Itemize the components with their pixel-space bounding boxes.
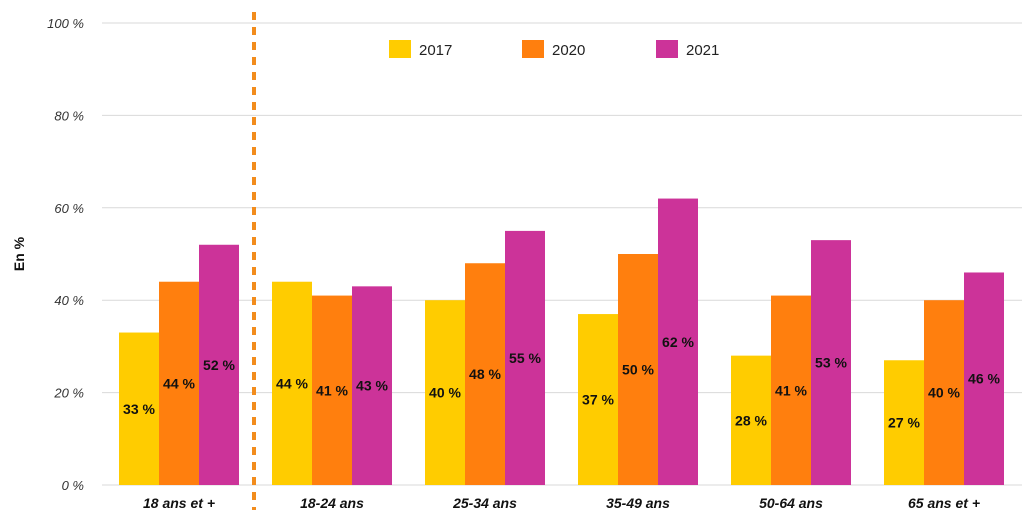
bar bbox=[425, 300, 465, 485]
legend-label: 2017 bbox=[419, 42, 452, 59]
data-labels: 33 % 44 % 52 % 44 % 41 % 43 % 40 % 48 % 55 % 37 %… bbox=[123, 334, 1000, 431]
data-label: 46 % bbox=[968, 371, 1000, 387]
data-label: 44 % bbox=[163, 375, 195, 391]
bar bbox=[119, 332, 159, 485]
data-label: 52 % bbox=[203, 357, 235, 373]
data-label: 53 % bbox=[815, 355, 847, 371]
legend-label: 2021 bbox=[686, 42, 719, 59]
data-label: 41 % bbox=[775, 382, 807, 398]
y-axis-ticks: 0 % 20 % 40 % 60 % 80 % 100 % bbox=[47, 16, 84, 493]
bar bbox=[352, 286, 392, 485]
bar bbox=[465, 263, 505, 485]
data-label: 28 % bbox=[735, 412, 767, 428]
data-label: 43 % bbox=[356, 378, 388, 394]
bar bbox=[505, 230, 545, 485]
y-tick-label: 80 % bbox=[54, 108, 84, 123]
category-label: 35-49 ans bbox=[606, 495, 670, 511]
y-tick-label: 0 % bbox=[62, 478, 84, 493]
data-label: 27 % bbox=[888, 415, 920, 431]
bar bbox=[312, 295, 352, 485]
bar bbox=[811, 240, 851, 485]
legend-swatch bbox=[656, 40, 678, 58]
bar bbox=[199, 244, 239, 485]
y-axis-label: En % bbox=[11, 236, 27, 271]
bar bbox=[618, 254, 658, 485]
data-label: 48 % bbox=[469, 366, 501, 382]
bar bbox=[731, 355, 771, 485]
category-label: 65 ans et + bbox=[908, 495, 980, 511]
bar bbox=[272, 281, 312, 485]
bar bbox=[578, 314, 618, 485]
x-axis-categories: 18 ans et + 18-24 ans 25-34 ans 35-49 ans 50… bbox=[143, 495, 980, 511]
data-label: 50 % bbox=[622, 362, 654, 378]
data-label: 62 % bbox=[662, 334, 694, 350]
data-label: 41 % bbox=[316, 382, 348, 398]
data-label: 40 % bbox=[928, 385, 960, 401]
category-label: 18-24 ans bbox=[300, 495, 364, 511]
bar bbox=[964, 272, 1004, 485]
y-tick-label: 60 % bbox=[54, 201, 84, 216]
category-label: 50-64 ans bbox=[759, 495, 823, 511]
category-label: 18 ans et + bbox=[143, 495, 215, 511]
data-label: 40 % bbox=[429, 385, 461, 401]
legend: 2017 2020 2021 bbox=[389, 40, 719, 59]
legend-swatch bbox=[522, 40, 544, 58]
data-label: 33 % bbox=[123, 401, 155, 417]
legend-swatch bbox=[389, 40, 411, 58]
bar bbox=[658, 198, 698, 485]
legend-item: 2021 bbox=[656, 40, 719, 59]
bars bbox=[119, 198, 1004, 485]
data-label: 55 % bbox=[509, 350, 541, 366]
category-label: 25-34 ans bbox=[452, 495, 517, 511]
bar bbox=[884, 360, 924, 485]
legend-label: 2020 bbox=[552, 42, 585, 59]
legend-item: 2020 bbox=[522, 40, 585, 59]
legend-item: 2017 bbox=[389, 40, 452, 59]
y-tick-label: 100 % bbox=[47, 16, 84, 31]
bar bbox=[771, 295, 811, 485]
bar bbox=[924, 300, 964, 485]
data-label: 44 % bbox=[276, 375, 308, 391]
data-label: 37 % bbox=[582, 392, 614, 408]
bar bbox=[159, 281, 199, 485]
y-tick-label: 20 % bbox=[53, 386, 84, 401]
y-tick-label: 40 % bbox=[54, 293, 84, 308]
